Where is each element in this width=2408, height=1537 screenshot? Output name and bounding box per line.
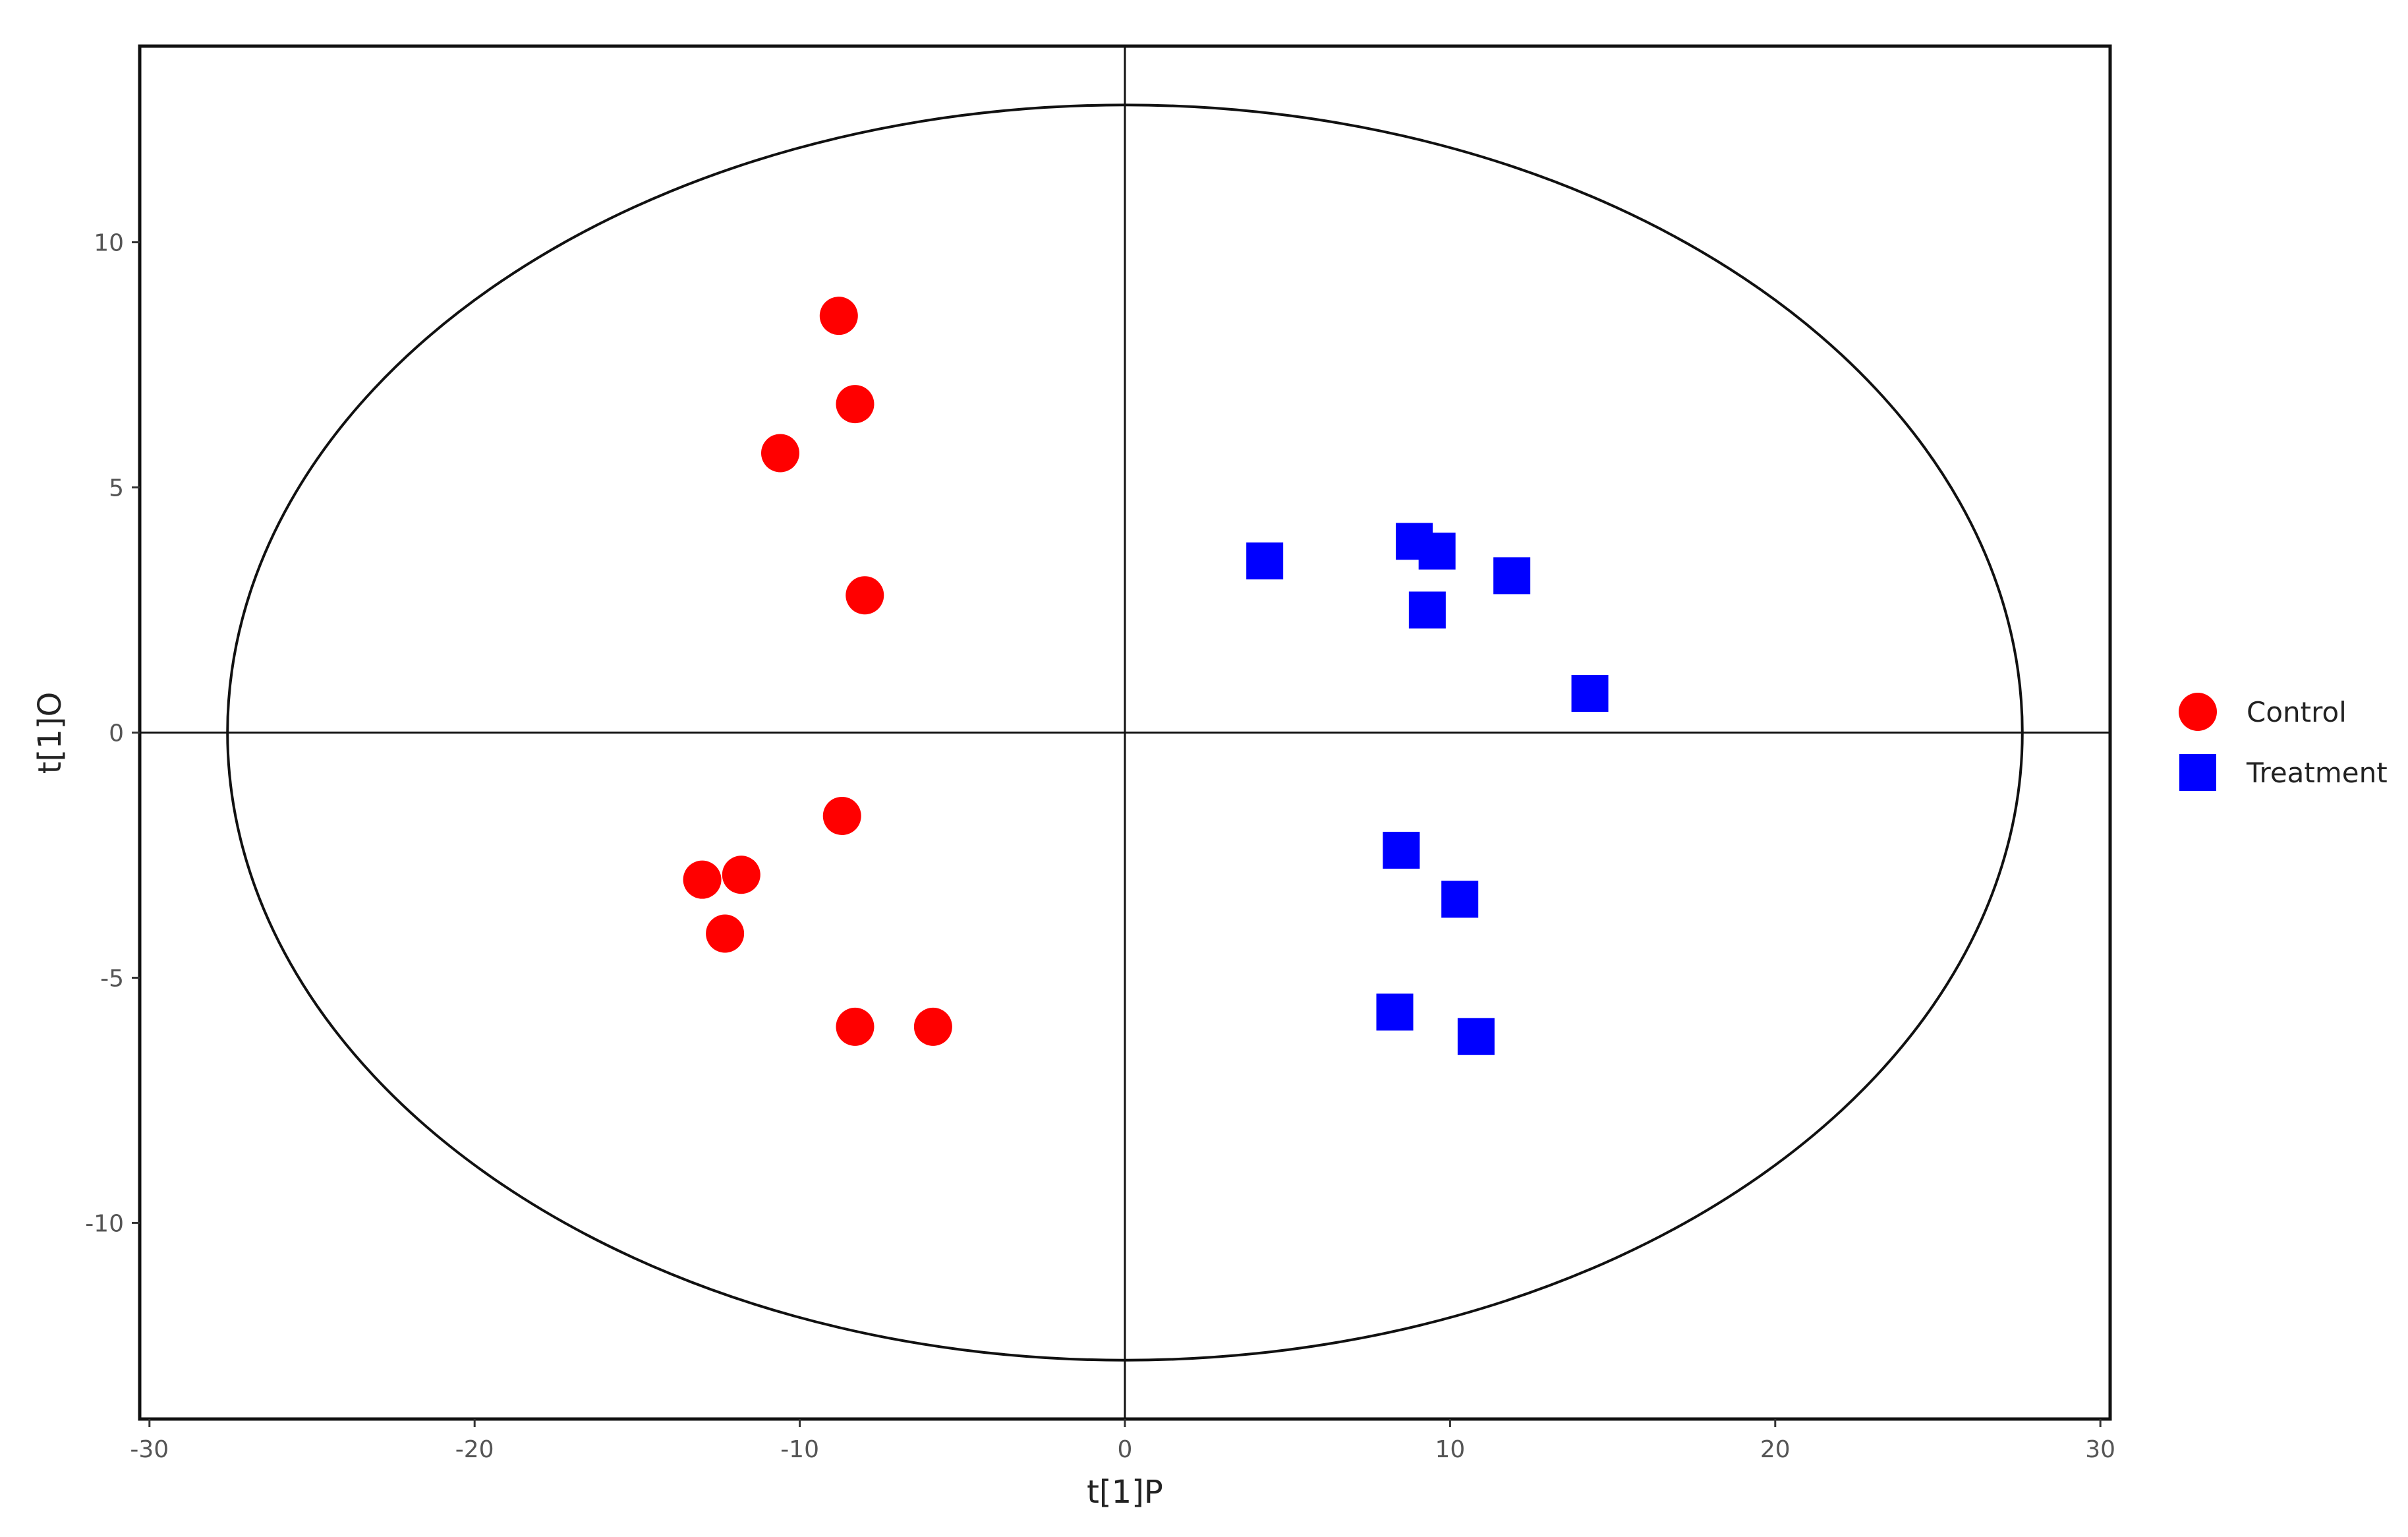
point-control <box>706 914 745 953</box>
point-control <box>836 385 874 424</box>
point-control <box>822 796 861 835</box>
y-tick-label: -10 <box>85 1210 124 1237</box>
y-axis-ticks: -10 -5 0 5 10 <box>85 230 140 1237</box>
point-treatment <box>1246 542 1284 580</box>
legend-item-treatment: Treatment <box>2179 754 2388 791</box>
y-tick-label: 10 <box>94 230 124 257</box>
point-control <box>760 434 799 473</box>
point-treatment <box>1441 881 1479 918</box>
legend-item-control: Control <box>2179 693 2347 731</box>
y-tick-label: 5 <box>109 475 124 502</box>
point-treatment <box>1571 674 1609 712</box>
point-treatment <box>1376 993 1414 1031</box>
y-tick-label: -5 <box>100 965 124 992</box>
point-treatment <box>1493 557 1531 594</box>
point-control <box>819 297 858 335</box>
legend: Control Treatment <box>2179 693 2388 791</box>
point-treatment <box>1418 533 1456 570</box>
legend-label-control: Control <box>2247 696 2347 728</box>
point-control <box>846 576 884 615</box>
y-axis-label: t[1]O <box>32 692 69 774</box>
reference-lines-layer <box>140 46 2110 1419</box>
x-tick-label: 0 <box>1118 1436 1133 1463</box>
point-treatment <box>1383 832 1420 869</box>
point-treatment <box>1408 591 1446 629</box>
point-control <box>683 860 722 899</box>
point-control <box>722 856 760 894</box>
y-tick-label: 0 <box>109 720 124 747</box>
point-control <box>913 1007 952 1046</box>
legend-label-treatment: Treatment <box>2246 757 2388 789</box>
point-control <box>836 1007 874 1046</box>
x-tick-label: -30 <box>130 1436 169 1463</box>
point-treatment <box>1457 1018 1495 1055</box>
legend-marker-treatment <box>2179 754 2216 791</box>
x-tick-label: 30 <box>2085 1436 2115 1463</box>
data-points-layer <box>683 297 1609 1055</box>
x-tick-label: 20 <box>1760 1436 1791 1463</box>
x-tick-label: -10 <box>780 1436 819 1463</box>
x-axis-label: t[1]P <box>1087 1474 1163 1511</box>
x-axis-ticks: -30 -20 -10 0 10 20 30 <box>130 1419 2115 1463</box>
x-tick-label: -20 <box>455 1436 494 1463</box>
legend-marker-control <box>2179 693 2217 731</box>
x-tick-label: 10 <box>1435 1436 1465 1463</box>
